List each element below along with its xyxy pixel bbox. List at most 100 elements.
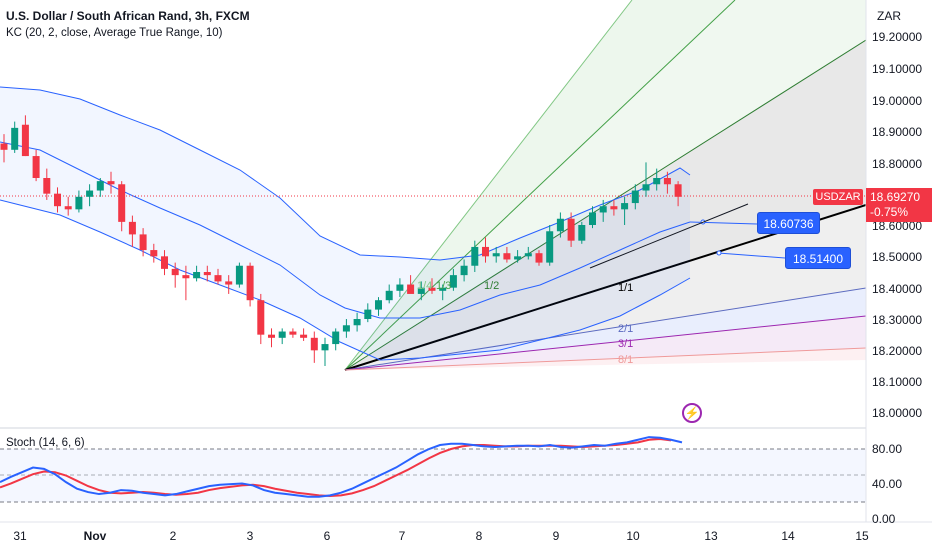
candle-body[interactable]	[524, 253, 532, 257]
candle-body[interactable]	[182, 275, 190, 279]
candle-body[interactable]	[278, 331, 286, 338]
time-tick: 31	[13, 529, 27, 543]
candle-body[interactable]	[0, 143, 8, 150]
time-tick: 13	[704, 529, 718, 543]
candle-body[interactable]	[631, 190, 639, 204]
candle-body[interactable]	[663, 178, 671, 185]
candle-body[interactable]	[610, 206, 618, 210]
candles[interactable]	[0, 115, 682, 366]
candle-body[interactable]	[353, 319, 361, 326]
price-tick: 19.20000	[872, 30, 923, 44]
stoch-tick: 0.00	[872, 512, 896, 526]
candle-body[interactable]	[578, 225, 586, 241]
lower-handle[interactable]	[716, 250, 722, 256]
candle-body[interactable]	[203, 272, 211, 276]
time-tick: 6	[323, 529, 331, 543]
price-label-upper[interactable]: 18.60736	[757, 212, 820, 234]
price-tick: 18.40000	[872, 282, 923, 296]
candle-body[interactable]	[214, 275, 222, 282]
candle-body[interactable]	[514, 256, 522, 260]
candle-body[interactable]	[535, 253, 543, 263]
candle-body[interactable]	[460, 265, 468, 276]
symbol-price-tag: USDZAR	[813, 189, 863, 205]
time-tick: 10	[626, 529, 640, 543]
lightning-icon[interactable]: ⚡	[682, 403, 702, 423]
stoch-pane	[0, 436, 866, 503]
price-tick: 18.80000	[872, 157, 923, 171]
candle-body[interactable]	[471, 246, 479, 266]
candle-body[interactable]	[257, 300, 265, 335]
candle-body[interactable]	[128, 221, 136, 235]
price-tick: 18.50000	[872, 250, 923, 264]
candle-body[interactable]	[96, 181, 104, 191]
candle-body[interactable]	[428, 287, 436, 291]
candle-body[interactable]	[107, 181, 115, 185]
candle-body[interactable]	[118, 184, 126, 222]
candle-body[interactable]	[364, 309, 372, 319]
candle-body[interactable]	[43, 178, 51, 194]
price-tick: 18.10000	[872, 375, 923, 389]
candle-body[interactable]	[332, 331, 340, 345]
candle-body[interactable]	[161, 256, 168, 269]
candle-body[interactable]	[546, 231, 554, 263]
indicator-legend-stoch[interactable]: Stoch (14, 6, 6)	[6, 437, 85, 449]
price-tick: 18.60000	[872, 219, 923, 233]
candle-body[interactable]	[482, 246, 489, 257]
candle-body[interactable]	[503, 253, 511, 260]
candle-body[interactable]	[449, 275, 457, 288]
candle-body[interactable]	[225, 281, 233, 285]
candle-body[interactable]	[642, 184, 650, 191]
candle-body[interactable]	[589, 212, 596, 225]
indicator-legend-kc[interactable]: KC (20, 2, close, Average True Range, 10…	[6, 27, 223, 39]
price-label-lower[interactable]: 18.51400	[785, 247, 851, 269]
price-tick: 19.00000	[872, 94, 923, 108]
candle-body[interactable]	[246, 265, 254, 301]
time-tick: 15	[855, 529, 869, 543]
time-tick: 14	[781, 529, 795, 543]
candle-body[interactable]	[32, 156, 40, 178]
candle-body[interactable]	[64, 206, 72, 210]
candle-body[interactable]	[300, 334, 308, 338]
fan-label-8-1: 8/1	[618, 354, 634, 366]
candle-body[interactable]	[86, 190, 94, 197]
fan-label-3-1: 3/1	[618, 338, 634, 350]
trend-line[interactable]	[589, 203, 749, 269]
candle-body[interactable]	[556, 218, 564, 232]
candle-body[interactable]	[171, 268, 179, 276]
candle-body[interactable]	[621, 203, 629, 210]
candle-body[interactable]	[75, 196, 83, 210]
candle-body[interactable]	[417, 287, 425, 294]
candle-body[interactable]	[567, 218, 575, 241]
price-scale-currency[interactable]: ZAR	[877, 9, 901, 23]
candle-body[interactable]	[439, 287, 447, 291]
gann-fan	[344, 0, 866, 371]
candle-body[interactable]	[492, 253, 500, 257]
candle-body[interactable]	[385, 290, 393, 301]
candle-body[interactable]	[150, 250, 158, 257]
price-tick: 18.00000	[872, 406, 923, 420]
symbol-title[interactable]: U.S. Dollar / South African Rand, 3h, FX…	[6, 9, 250, 23]
price-tick: 18.30000	[872, 313, 923, 327]
time-tick: 9	[552, 529, 560, 543]
candle-body[interactable]	[342, 325, 350, 332]
candle-body[interactable]	[674, 184, 682, 197]
candle-body[interactable]	[653, 178, 661, 185]
stoch-tick: 40.00	[872, 477, 903, 491]
candle-body[interactable]	[139, 234, 147, 251]
fan-label-2-1: 2/1	[618, 323, 634, 335]
candle-body[interactable]	[599, 206, 607, 213]
candle-body[interactable]	[289, 331, 297, 335]
candle-body[interactable]	[321, 344, 329, 351]
candle-body[interactable]	[235, 265, 243, 285]
candle-body[interactable]	[268, 334, 275, 338]
candle-body[interactable]	[54, 193, 61, 207]
candle-body[interactable]	[396, 284, 404, 291]
candle-body[interactable]	[310, 337, 318, 351]
candle-body[interactable]	[21, 124, 29, 157]
fan-label-1-2: 1/2	[484, 280, 500, 292]
candle-body[interactable]	[407, 284, 415, 294]
candle-body[interactable]	[11, 127, 19, 150]
candle-body[interactable]	[375, 300, 382, 310]
candle-body[interactable]	[193, 272, 201, 279]
